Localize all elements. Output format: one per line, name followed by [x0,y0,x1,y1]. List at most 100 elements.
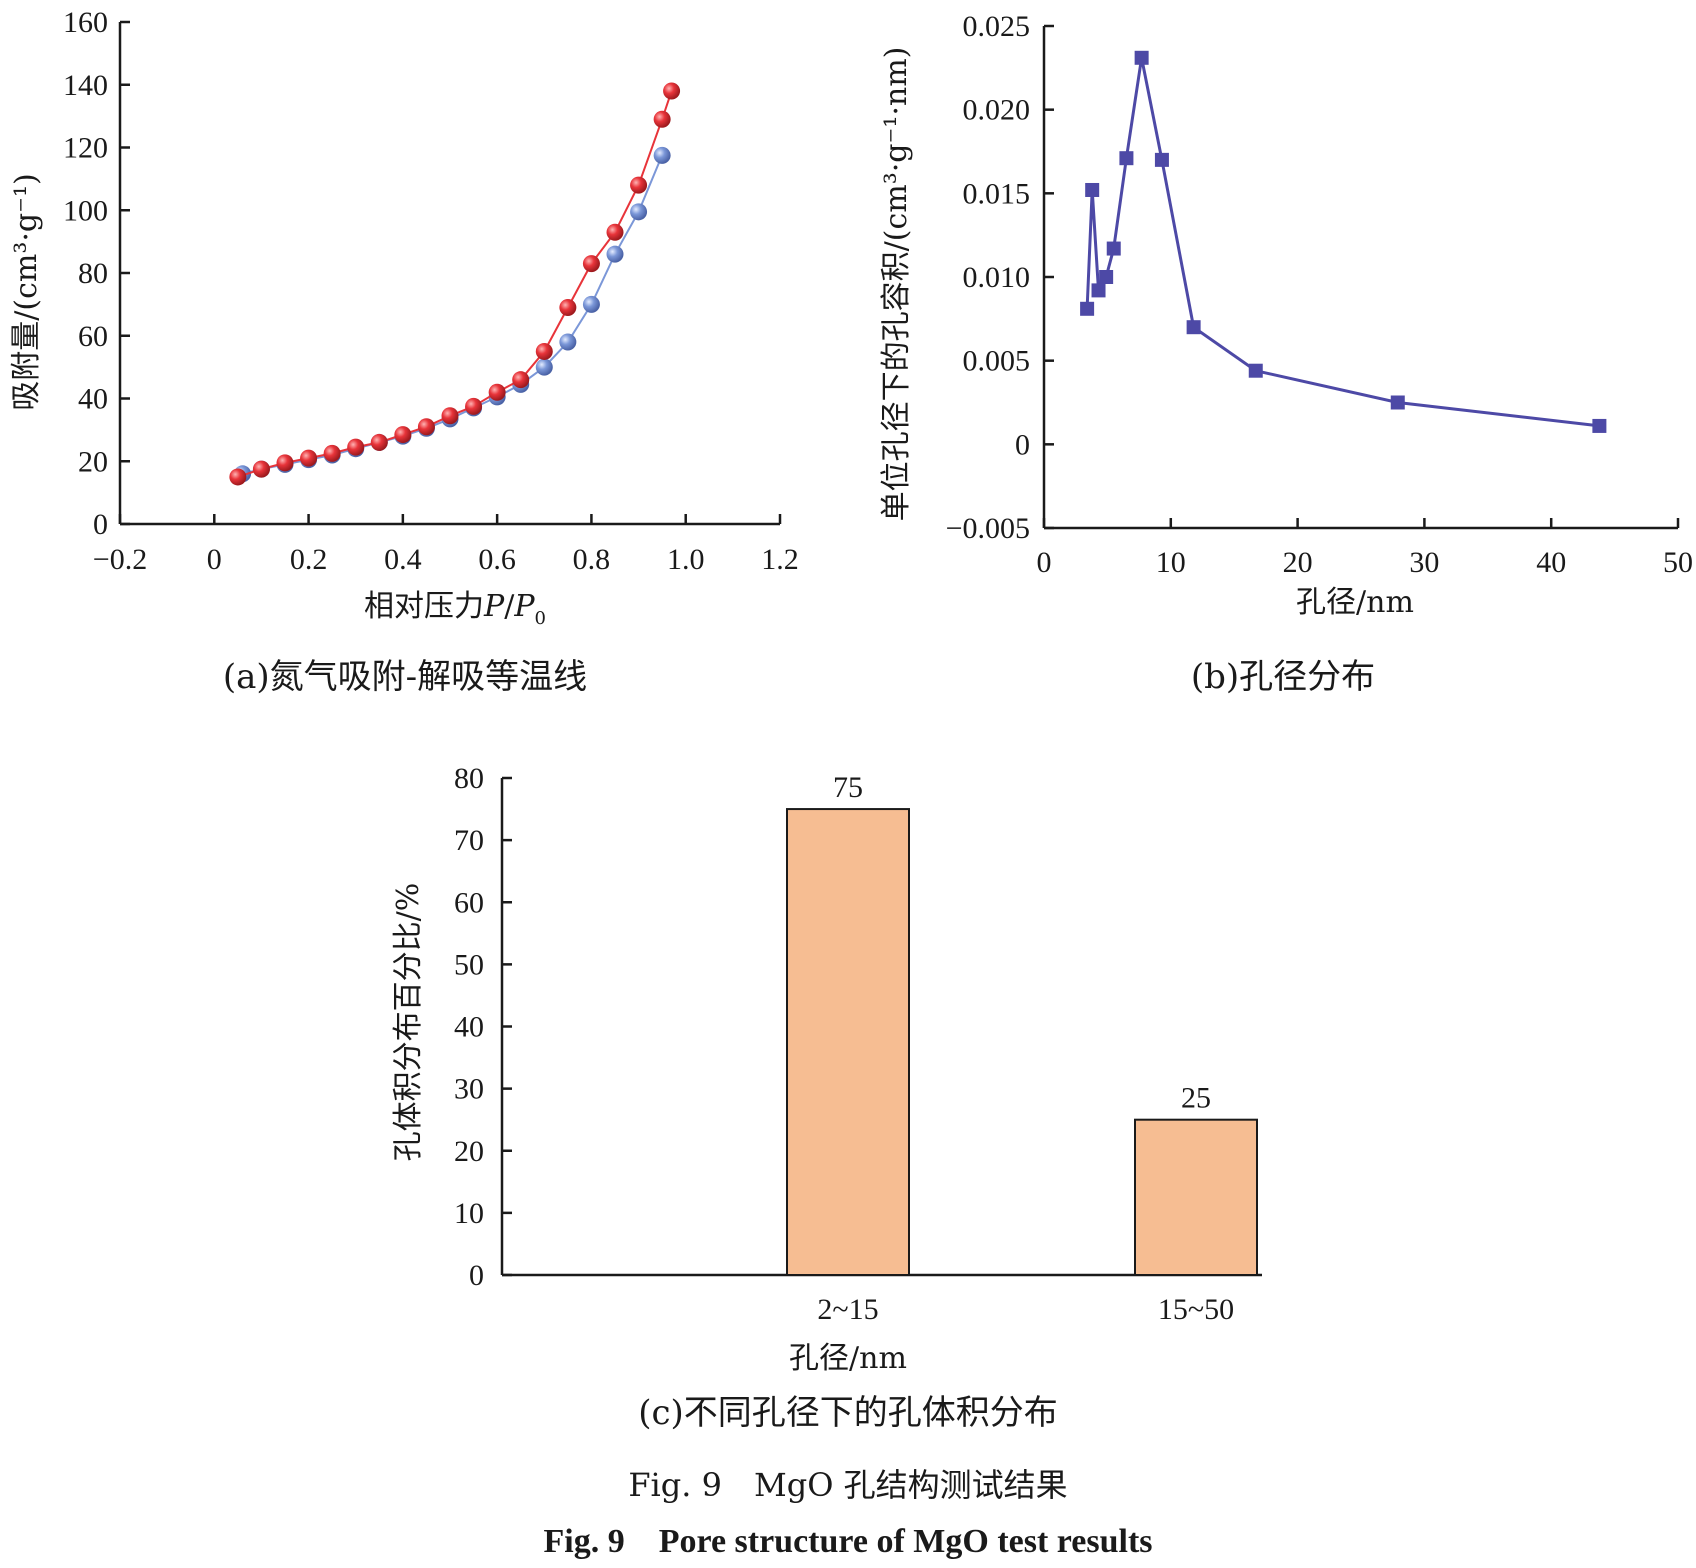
chart-b-plot-area: 0 10 20 30 40 50−0.00500.0050.0100.0150.0200.… [946,10,1693,579]
chart-a-point [417,418,435,436]
chart-c-y-tick-label: 10 [454,1197,484,1230]
chart-a-y-tick-label: 160 [63,6,108,39]
figure-title-en: Fig. 9 Pore structure of MgO test result… [543,1523,1152,1560]
chart-a-x-tick-label: 0.2 [290,543,328,576]
chart-a-x-tick-label: 0 [207,543,222,576]
chart-a-point [630,176,648,194]
chart-a-point [606,223,624,241]
chart-a-point [653,110,671,128]
chart-b-point [1085,182,1100,197]
chart-c-plot-area: 0 10 20 30 40 50 60 70 80 75 2~15 25 15~50 [454,762,1262,1326]
chart-b-x-tick-label: 20 [1283,546,1313,579]
chart-c-pore-volume-bars: 0 10 20 30 40 50 60 70 80 75 2~15 25 15~50 孔径/nm 孔体积… [391,762,1262,1433]
chart-b-x-tick-label: 30 [1409,546,1439,579]
chart-b-point [1154,152,1169,167]
chart-b-x-tick-label: 40 [1536,546,1566,579]
chart-a-y-tick-label: 40 [78,383,108,416]
chart-b-series-line [1085,57,1600,428]
chart-b-y-tick-label: 0 [1015,428,1030,461]
chart-c-y-axis-label: 孔体积分布百分比/% [391,883,426,1162]
chart-b-x-tick-label: 0 [1037,546,1052,579]
chart-c-category-label: 2~15 [817,1293,878,1326]
chart-b-y-tick-label: 0.020 [963,94,1031,127]
chart-a-y-tick-label: 80 [78,257,108,290]
chart-c-y-tick-label: 80 [454,762,484,795]
chart-a-point [582,295,600,313]
chart-a-point [229,468,247,486]
figure-title-cn: Fig. 9 MgO 孔结构测试结果 [628,1466,1067,1504]
chart-b-y-tick-label: 0.010 [963,261,1031,294]
chart-a-point [347,438,365,456]
chart-b-pore-size-distribution: 0 10 20 30 40 50−0.00500.0050.0100.0150.0200.… [879,10,1693,697]
chart-b-y-tick-label: 0.015 [963,177,1031,210]
chart-a-point [630,203,648,221]
chart-a-point [252,460,270,478]
chart-a-point [512,371,530,389]
chart-b-y-tick-label: 0.005 [963,345,1031,378]
chart-a-y-axis-label: 吸附量/(cm³·g⁻¹) [9,173,44,410]
chart-b-point [1186,320,1201,335]
chart-a-y-tick-label: 100 [63,194,108,227]
chart-b-x-axis-label: 孔径/nm [1296,585,1414,620]
chart-b-x-tick-label: 10 [1156,546,1186,579]
chart-b-point [1099,270,1114,284]
chart-b-point [1248,363,1263,378]
chart-a-y-tick-label: 60 [78,320,108,353]
chart-a-y-tick-label: 120 [63,132,108,165]
chart-a-point [606,245,624,263]
chart-a-point [663,82,681,100]
chart-b-point [1119,151,1134,166]
chart-c-x-axis-label: 孔径/nm [789,1341,907,1376]
chart-c-category-label: 15~50 [1158,1293,1234,1326]
chart-a-point [653,146,671,164]
chart-c-y-tick-label: 40 [454,1011,484,1044]
chart-c-data-label: 75 [833,771,863,804]
chart-a-x-tick-label: 0.6 [478,543,516,576]
chart-b-y-tick-label: −0.005 [946,512,1030,545]
chart-a-x-tick-label: 1.2 [761,543,799,576]
chart-a-x-tick-label: 1.0 [667,543,705,576]
chart-a-x-axis-label: 相对压力P/P0 [364,589,546,629]
chart-c-bar [786,808,910,1276]
chart-c-y-tick-label: 30 [454,1073,484,1106]
chart-a-point [465,397,483,415]
chart-c-caption: (c)不同孔径下的孔体积分布 [638,1393,1058,1433]
chart-a-point [441,407,459,425]
chart-b-point [1091,283,1106,298]
chart-c-y-tick-label: 0 [469,1259,484,1292]
chart-b-point [1592,418,1607,433]
chart-a-x-tick-label: −0.2 [93,543,147,576]
chart-c-bar [1134,1118,1258,1276]
chart-a-caption: (a)氮气吸附-解吸等温线 [223,657,587,697]
chart-b-point [1080,301,1095,316]
chart-b-point [1390,395,1405,410]
chart-a-y-tick-label: 0 [93,508,108,541]
chart-c-y-tick-label: 60 [454,886,484,919]
chart-a-x-tick-label: 0.8 [573,543,611,576]
chart-b-caption: (b)孔径分布 [1191,657,1375,697]
chart-a-plot-area: −0.2 0 0.2 0.4 0.6 0.8 1.0 1.202040608010012014… [63,6,799,576]
chart-c-data-label: 25 [1181,1082,1211,1115]
chart-a-point [323,444,341,462]
chart-a-point [535,358,553,376]
chart-a-point [276,454,294,472]
chart-a-point [488,383,506,401]
chart-c-y-tick-label: 70 [454,824,484,857]
chart-a-point [559,299,577,317]
chart-a-point [559,333,577,351]
chart-b-y-axis-label: 单位孔径下的孔容积/(cm³·g⁻¹·nm) [879,47,914,522]
chart-c-y-tick-label: 50 [454,948,484,981]
chart-a-point [394,426,412,444]
chart-a-x-tick-label: 0.4 [384,543,422,576]
chart-a-point [370,433,388,451]
chart-a-point [582,255,600,273]
chart-b-point [1106,241,1121,256]
chart-c-y-tick-label: 20 [454,1135,484,1168]
chart-b-y-tick-label: 0.025 [963,10,1031,43]
chart-a-point [535,342,553,360]
chart-a-y-tick-label: 20 [78,445,108,478]
chart-a-y-tick-label: 140 [63,69,108,102]
chart-a-point [300,449,318,467]
chart-b-x-tick-label: 50 [1663,546,1693,579]
